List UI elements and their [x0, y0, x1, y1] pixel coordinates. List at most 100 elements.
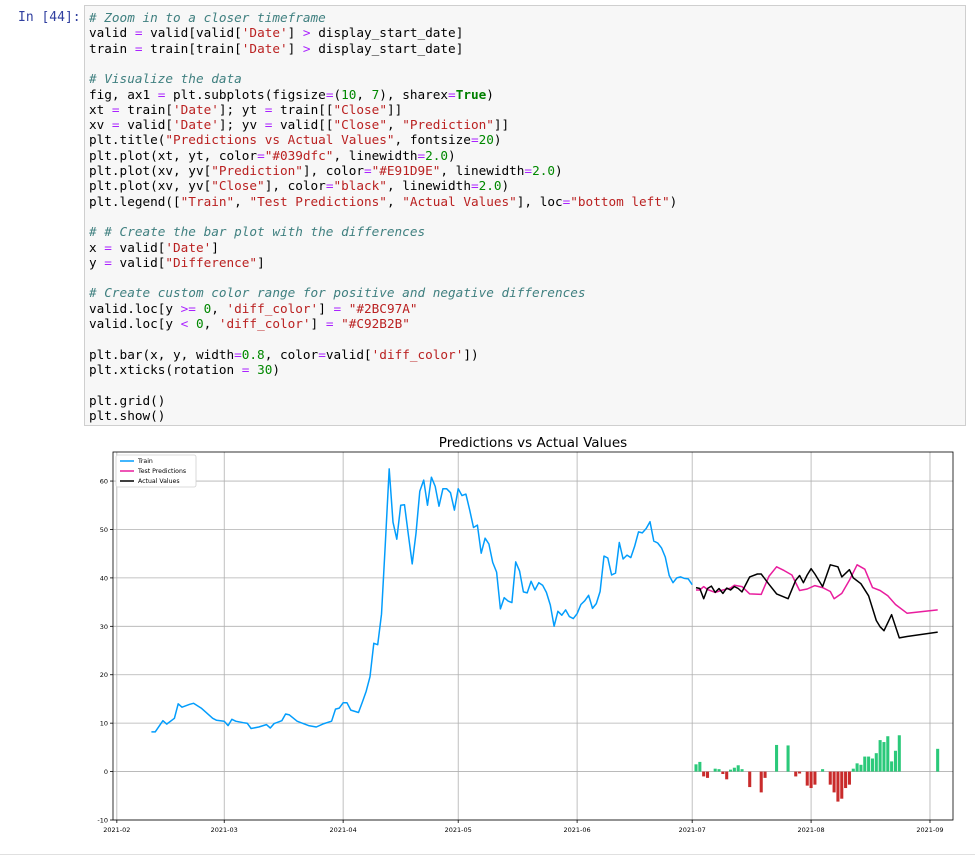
difference-bar [859, 764, 863, 772]
code-line: plt.xticks(rotation = 30) [89, 362, 280, 377]
code-token: > [302, 40, 311, 56]
code-token: plt.grid() [89, 392, 166, 408]
code-token: xt [89, 101, 112, 117]
code-token: 'Date' [241, 40, 288, 56]
code-line: valid.loc[y >= 0, 'diff_color'] = "#2BC9… [89, 301, 418, 316]
difference-bar [698, 761, 702, 772]
code-token: train[[ [272, 101, 334, 117]
difference-bar [805, 771, 809, 786]
code-token: valid[[ [272, 117, 334, 133]
code-token: plt.plot(xv, yv[ [89, 163, 212, 178]
code-token: ] [287, 25, 303, 41]
code-token: "Difference" [165, 254, 258, 270]
difference-bar [809, 771, 813, 789]
code-token: # Visualize the data [89, 71, 242, 87]
code-token: , linewidth [440, 163, 525, 178]
code-token: = [325, 86, 334, 102]
code-token: ]; yt [218, 101, 265, 117]
difference-bar [732, 767, 736, 772]
code-token: 'Date' [173, 117, 219, 133]
x-tick-label: 2021-05 [445, 826, 472, 834]
code-token: ) [554, 163, 563, 178]
code-line: # # Create the bar plot with the differe… [89, 224, 425, 239]
code-token: ]] [493, 117, 510, 133]
code-token: "Close" [333, 101, 387, 117]
chart: Predictions vs Actual Values -10 0 10 20 30 40… [97, 435, 954, 834]
code-token: = [134, 25, 143, 41]
code-token: = [111, 117, 120, 133]
code-token: 30 [257, 361, 273, 377]
code-line: x = valid['Date'] [89, 240, 219, 255]
code-token: , linewidth [333, 147, 418, 163]
code-token: , [211, 300, 227, 316]
code-line: # Zoom in to a closer timeframe [89, 10, 326, 25]
difference-bar [828, 771, 832, 785]
code-token: "Actual Values" [402, 193, 517, 209]
code-token: , [234, 193, 250, 209]
difference-bar [851, 768, 855, 772]
code-token: ] [287, 40, 303, 56]
code-token: x [89, 239, 105, 255]
code-line: # Create custom color range for positive… [89, 285, 586, 300]
code-token: ]; yv [218, 117, 265, 133]
code-token: 2.0 [532, 163, 555, 178]
code-token: 'diff_color' [226, 300, 319, 316]
difference-bar [821, 769, 825, 772]
code-token: , [356, 86, 372, 102]
code-line: train = train[train['Date'] > display_st… [89, 41, 463, 56]
x-tick-label: 2021-02 [103, 826, 130, 834]
code-token: y [89, 254, 105, 270]
code-token: ) [669, 193, 678, 209]
code-token: train [89, 40, 135, 56]
chart-title: Predictions vs Actual Values [439, 435, 627, 451]
code-token: ), sharex [379, 86, 449, 102]
code-token: 'Date' [173, 101, 219, 117]
code-token: # # Create the bar plot with the differe… [89, 224, 426, 240]
code-token [249, 362, 257, 377]
code-token: 2.0 [425, 147, 449, 163]
code-line: plt.show() [89, 408, 165, 423]
code-token: = [264, 117, 273, 133]
code-line: xv = valid['Date']; yv = valid[["Close",… [89, 117, 509, 132]
difference-bar [874, 753, 878, 772]
legend-label: Test Predictions [137, 468, 186, 475]
code-token: ], color [302, 163, 364, 178]
code-token: = [562, 193, 571, 209]
code-line: plt.bar(x, y, width=0.8, color=valid['di… [89, 347, 479, 362]
difference-bar [705, 771, 710, 778]
code-line: plt.grid() [89, 393, 165, 408]
difference-bar [759, 771, 763, 793]
code-token: , [386, 117, 403, 133]
y-tick-label: 40 [100, 574, 108, 582]
code-token [333, 316, 341, 331]
difference-bar [717, 769, 721, 772]
code-token: plt.bar(x, y, width [89, 346, 235, 362]
difference-bar [844, 771, 848, 789]
code-line: plt.plot(xv, yv["Close"], color="black",… [89, 178, 509, 193]
code-token: "Predictions vs Actual Values" [165, 132, 395, 148]
code-token: = [104, 254, 112, 270]
code-token: "bottom left" [570, 193, 670, 209]
code-token: "black" [333, 178, 387, 194]
code-token: valid[valid[ [142, 25, 242, 41]
code-token: , color [264, 346, 319, 362]
difference-bar [798, 771, 802, 774]
code-token: ) [272, 361, 280, 377]
code-token [196, 301, 204, 316]
legend-label: Train [137, 458, 153, 465]
code-token: 20 [478, 132, 494, 148]
difference-bar [725, 771, 729, 780]
code-token: "Train" [180, 193, 235, 209]
code-editor[interactable]: # Zoom in to a closer timeframe valid = v… [84, 5, 966, 426]
code-token: = [264, 101, 273, 117]
code-line: # Visualize the data [89, 71, 242, 86]
code-line: xt = train['Date']; yt = train[["Close"]… [89, 102, 402, 117]
code-token: , [203, 316, 219, 331]
difference-bar [748, 771, 752, 788]
code-token: = [364, 163, 372, 178]
y-tick-label: 0 [104, 768, 108, 776]
code-token: "Prediction" [402, 117, 494, 133]
code-token: = [470, 178, 479, 194]
code-token: ]] [386, 101, 403, 117]
